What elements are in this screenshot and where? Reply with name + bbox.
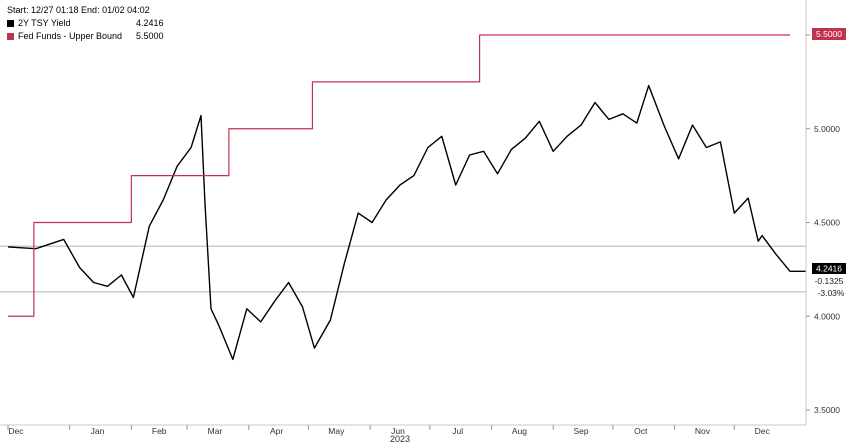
last-value-tag-change-pct: -3.03% [818,288,845,298]
legend-item-2y-yield: 2Y TSY Yield 4.2416 [7,17,164,30]
reference-lines [0,245,806,293]
x-tick-label: Jan [91,426,105,436]
x-tick-label: Nov [695,426,711,436]
x-tick-label: Sep [574,426,589,436]
x-tick-label: Apr [270,426,283,436]
legend-value-2y-yield: 4.2416 [136,18,164,28]
x-axis-ticks: Dec Jan Feb Mar Apr May Jun Jul Aug Sep Oct Nov Dec [7,425,771,436]
series-lines [7,34,806,361]
last-value-tag: 4.2416 -0.1325 -3.03% [812,263,846,298]
legend-value-fed-funds: 5.5000 [136,31,164,41]
legend-range-row: Start: 12/27 01:18 End: 01/02 04:02 [7,4,164,17]
series-line-fed-funds [8,34,790,317]
x-tick-label: May [328,426,345,436]
chart-legend: Start: 12/27 01:18 End: 01/02 04:02 2Y T… [3,3,168,45]
fed-value-tag-text: 5.5000 [816,29,842,39]
y-tick-label: 3.5000 [814,405,840,415]
x-axis-year-label: 2023 [390,434,410,444]
y-tick-label: 4.0000 [814,311,840,321]
x-tick-label: Feb [152,426,167,436]
series-line-2y-yield [7,84,806,361]
y-tick-label: 5.0000 [814,124,840,134]
x-tick-label: Mar [208,426,223,436]
legend-label-fed-funds: Fed Funds - Upper Bound [18,31,123,41]
last-value-tag-change: -0.1325 [815,276,844,286]
x-tick-label: Dec [8,426,24,436]
legend-label-2y-yield: 2Y TSY Yield [18,18,71,28]
y-tick-label: 4.5000 [814,218,840,228]
x-tick-label: Dec [755,426,771,436]
x-tick-label: Jul [452,426,463,436]
last-value-tag-value: 4.2416 [816,264,842,274]
range-text: Start: 12/27 01:18 End: 01/02 04:02 [7,5,150,15]
x-tick-label: Oct [634,426,648,436]
legend-item-fed-funds: Fed Funds - Upper Bound 5.5000 [7,30,164,43]
legend-swatch-2y-yield [7,20,14,27]
fed-value-tag: 5.5000 [812,28,846,40]
x-tick-label: Jun [391,426,405,436]
y-axis-ticks: 3.5000 4.0000 4.5000 5.0000 5.5000 [806,30,840,415]
x-tick-label: Aug [512,426,527,436]
legend-swatch-fed-funds [7,33,14,40]
